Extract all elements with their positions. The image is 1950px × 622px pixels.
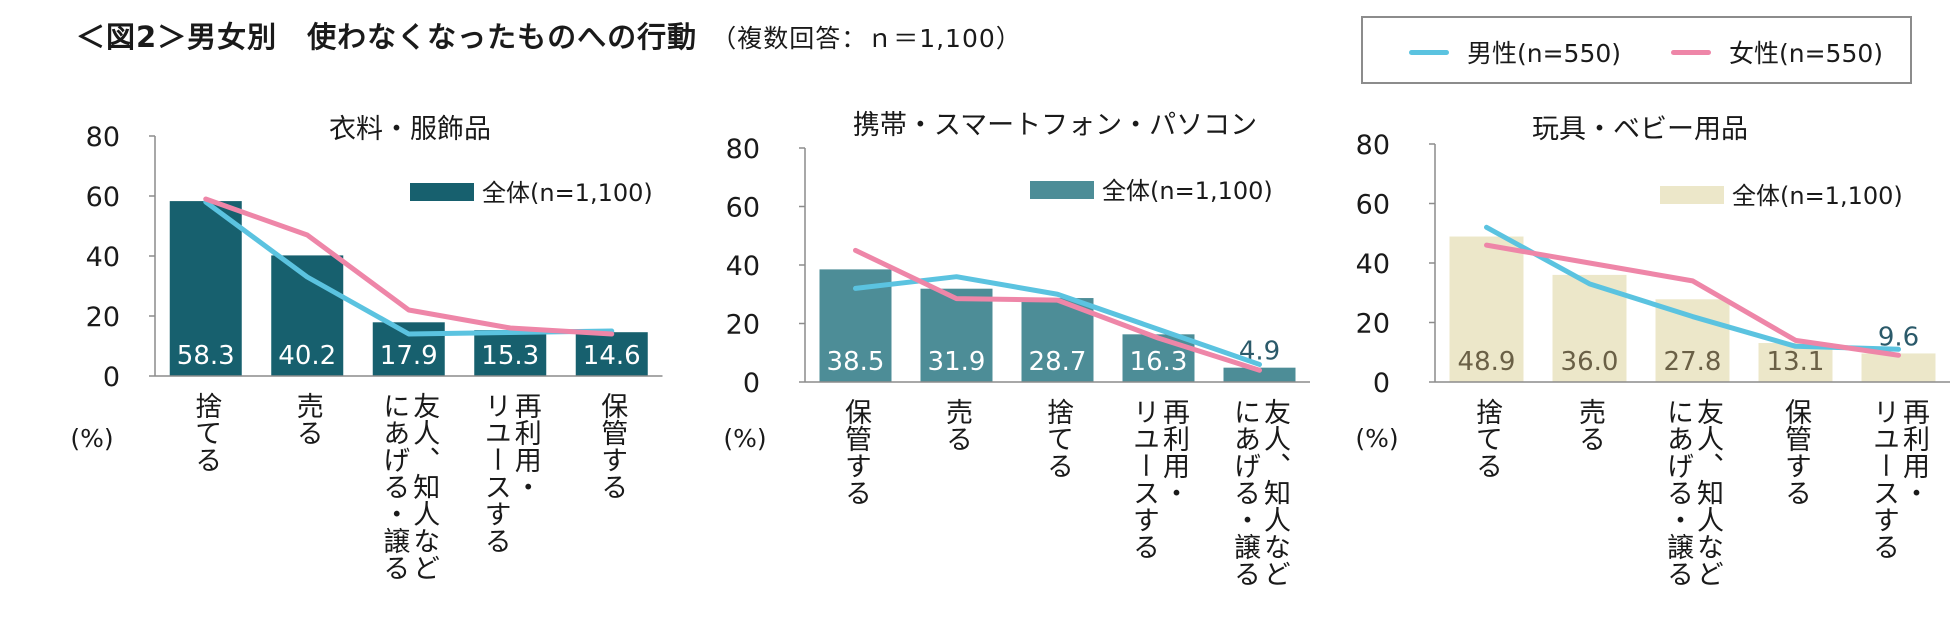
chart2-value-label: 28.7 <box>1029 347 1087 377</box>
chart1-y-tick-label: 0 <box>103 362 120 393</box>
chart2-bar <box>920 288 993 382</box>
chart1-value-label: 17.9 <box>380 341 438 371</box>
chart-main-title: ＜図2＞男女別 使わなくなったものへの行動 （複数回答：ｎ＝1,100） <box>76 14 1022 56</box>
chart2-y-tick-label: 60 <box>726 193 760 224</box>
chart1-category-label: 保管する <box>596 392 628 500</box>
chart1-value-label: 40.2 <box>278 341 336 371</box>
chart2-legend-swatch <box>1030 181 1094 199</box>
legend-male-label: 男性(n=550) <box>1467 39 1622 68</box>
chart3-category-label: 売る <box>1574 398 1605 452</box>
chart3-y-tick-label: 80 <box>1356 130 1390 161</box>
chart1-bar <box>575 332 648 376</box>
chart3-title: 玩具・ベビー用品 <box>1532 114 1748 145</box>
chart3-y-tick-label: 0 <box>1373 368 1390 399</box>
chart3-category-label: 友人、知人など <box>1692 398 1724 587</box>
chart1-y-unit-label: (%) <box>70 424 113 453</box>
chart3-value-label: 13.1 <box>1767 347 1825 377</box>
chart1-category-label: リユースする <box>480 392 511 554</box>
chart3-y-unit-label: (%) <box>1355 424 1398 453</box>
chart2-bar <box>1223 367 1296 382</box>
chart3-category-label: リユースする <box>1868 398 1899 560</box>
legend-female: 女性(n=550) <box>1671 37 1884 68</box>
chart1-title: 衣料・服飾品 <box>329 114 491 145</box>
legend-male-line <box>1409 49 1449 55</box>
chart2-y-unit-label: (%) <box>723 424 766 453</box>
chart3-category-label: 保管する <box>1780 398 1812 506</box>
chart3-value-label: 27.8 <box>1664 347 1722 377</box>
chart3-bar <box>1758 343 1833 382</box>
chart2-category-label: 捨てる <box>1042 398 1073 479</box>
chart1-legend-swatch <box>410 183 474 201</box>
chart2-category-label: 保管する <box>840 398 872 506</box>
chart1-female-line <box>203 196 615 337</box>
chart3-category-label: 再利用・ <box>1898 398 1930 506</box>
chart3-y-tick-label: 20 <box>1356 309 1390 340</box>
chart3-value-label: 36.0 <box>1561 347 1619 377</box>
chart2-category-label: リユースする <box>1128 398 1159 560</box>
chart2-bar <box>1021 298 1094 382</box>
chart3-y-tick-label: 40 <box>1356 249 1390 280</box>
chart2-female-line <box>853 247 1262 373</box>
chart2-bar <box>1122 334 1195 382</box>
chart2-title: 携帯・スマートフォン・パソコン <box>853 110 1257 141</box>
chart3-female-line <box>1484 242 1901 358</box>
chart2-y-tick-label: 80 <box>726 134 760 165</box>
chart3-category-label: にあげる・譲る <box>1662 398 1693 587</box>
chart3-legend-label: 全体(n=1,100) <box>1732 182 1903 210</box>
legend-male: 男性(n=550) <box>1409 37 1622 68</box>
chart2-value-label: 31.9 <box>928 347 986 377</box>
chart2-category-label: 友人、知人など <box>1259 398 1291 587</box>
chart1-y-tick-label: 60 <box>86 182 120 213</box>
chart1-value-label: 14.6 <box>583 341 641 371</box>
main-title-subtitle: （複数回答：ｎ＝1,100） <box>711 24 1022 53</box>
chart1-category-label: 捨てる <box>190 392 221 473</box>
chart3-bar <box>1655 299 1730 382</box>
chart2-y-tick-label: 20 <box>726 310 760 341</box>
chart3-bar <box>1449 236 1524 382</box>
chart1-legend-label: 全体(n=1,100) <box>482 179 653 207</box>
chart2-y-tick-label: 40 <box>726 251 760 282</box>
chart1-value-label: 58.3 <box>177 341 235 371</box>
chart3-y-tick-label: 60 <box>1356 190 1390 221</box>
chart1-category-label: 再利用・ <box>510 392 542 500</box>
chart1-y-tick-label: 20 <box>86 302 120 333</box>
chart1-bar <box>474 330 547 376</box>
chart2-value-label: 16.3 <box>1130 347 1188 377</box>
chart3-value-label: 48.9 <box>1458 347 1516 377</box>
chart1-category-label: 友人、知人など <box>408 392 440 581</box>
chart1-y-tick-label: 40 <box>86 242 120 273</box>
chart1-y-tick-label: 80 <box>86 122 120 153</box>
chart3-legend-swatch <box>1660 186 1724 204</box>
chart2-category-label: にあげる・譲る <box>1229 398 1260 587</box>
chart2-y-tick-label: 0 <box>743 368 760 399</box>
chart1-category-label: 売る <box>292 392 323 446</box>
chart3-bar <box>1861 353 1936 382</box>
chart2-value-label: 38.5 <box>827 347 885 377</box>
legend-female-line <box>1671 49 1711 55</box>
chart2-legend-label: 全体(n=1,100) <box>1102 177 1273 205</box>
chart1-category-label: にあげる・譲る <box>378 392 409 581</box>
chart1-bar <box>169 201 242 376</box>
chart2-category-label: 再利用・ <box>1158 398 1190 506</box>
series-legend: 男性(n=550) 女性(n=550) <box>1361 16 1912 84</box>
chart1-value-label: 15.3 <box>481 341 539 371</box>
chart3-category-label: 捨てる <box>1471 398 1502 479</box>
main-title-text: ＜図2＞男女別 使わなくなったものへの行動 <box>76 20 698 54</box>
chart2-category-label: 売る <box>941 398 972 452</box>
legend-female-label: 女性(n=550) <box>1729 39 1884 68</box>
